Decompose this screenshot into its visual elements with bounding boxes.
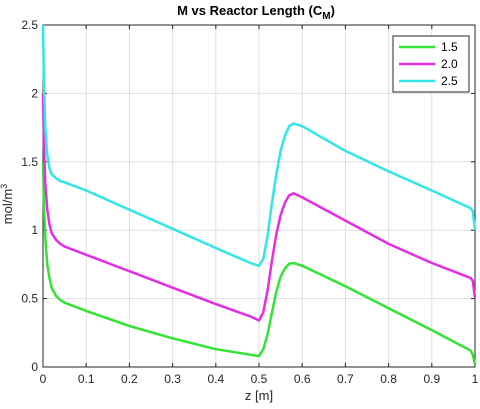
- x-tick-label: 0.2: [121, 372, 138, 386]
- y-tick-label: 2.5: [21, 18, 38, 32]
- y-axis-label-superscript: 3: [0, 184, 9, 189]
- legend-label-2.5: 2.5: [441, 74, 458, 88]
- chart-title-subscript: M: [322, 11, 330, 22]
- series-line-1.5: [41, 161, 477, 365]
- y-axis-label: mol/m3: [0, 184, 15, 224]
- y-tick-label: 0: [31, 360, 38, 374]
- x-tick-label: 0.9: [423, 372, 440, 386]
- x-tick-label: 0.7: [337, 372, 354, 386]
- series-line-2.0: [41, 93, 477, 322]
- x-tick-label: 0.1: [78, 372, 95, 386]
- legend-label-2.0: 2.0: [441, 57, 458, 71]
- y-tick-label: 1: [31, 223, 38, 237]
- chart-title: M vs Reactor Length (CM): [177, 3, 335, 22]
- series-line-2.5: [41, 24, 477, 268]
- legend: 1.5 2.0 2.5: [392, 35, 470, 93]
- x-tick-label: 0.4: [207, 372, 224, 386]
- x-tick-label: 0.6: [294, 372, 311, 386]
- y-tick-label: 0.5: [21, 292, 38, 306]
- x-tick-label: 0.8: [380, 372, 397, 386]
- tick-labels: 0 0.1 0.2 0.3 0.4 0.5 0.6 0.7 0.8 0.9 1 0 0.5 1 1.5 2 2.…: [21, 18, 478, 386]
- y-tick-label: 1.5: [21, 155, 38, 169]
- series-group: [41, 24, 477, 365]
- chart-title-close: ): [331, 3, 335, 18]
- legend-label-1.5: 1.5: [441, 40, 458, 54]
- x-tick-label: 0.5: [251, 372, 268, 386]
- x-tick-label: 0.3: [164, 372, 181, 386]
- x-axis-label: z [m]: [245, 388, 273, 403]
- x-tick-label: 1: [472, 372, 479, 386]
- x-tick-label: 0: [40, 372, 47, 386]
- y-tick-label: 2: [31, 86, 38, 100]
